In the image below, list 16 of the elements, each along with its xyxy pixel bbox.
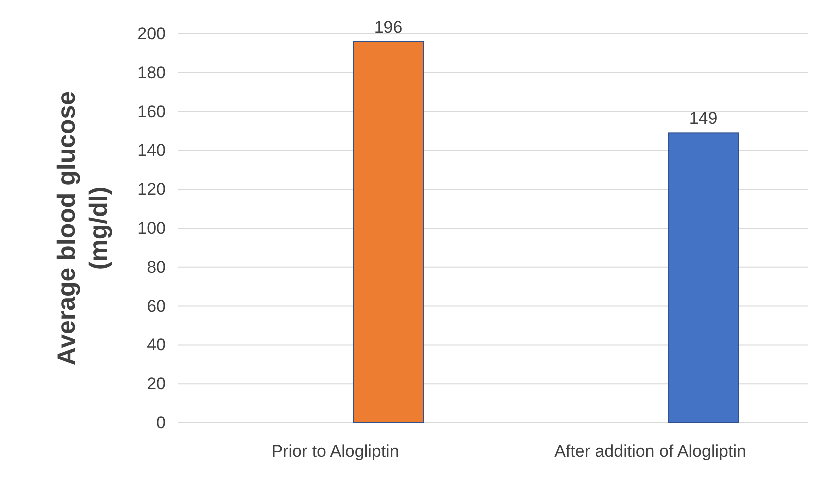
y-tick-label: 120 <box>138 180 166 200</box>
y-tick-label: 0 <box>156 413 166 432</box>
y-tick-label: 60 <box>147 296 166 316</box>
data-label: 149 <box>689 109 718 128</box>
y-tick-label: 80 <box>147 258 166 277</box>
y-tick-label: 180 <box>138 63 166 82</box>
x-tick-label: After addition of Alogliptin <box>554 442 746 462</box>
y-tick-label: 200 <box>138 24 166 44</box>
y-tick-label: 160 <box>138 102 166 122</box>
y-tick-label: 100 <box>138 218 166 238</box>
y-axis-title: Average blood glucose (mg/dl) <box>53 91 113 366</box>
y-tick-label: 20 <box>147 374 166 394</box>
y-tick-label: 140 <box>138 141 166 160</box>
y-tick-label: 40 <box>147 336 166 355</box>
data-label: 196 <box>374 18 403 37</box>
x-tick-label: Prior to Alogliptin <box>272 442 400 462</box>
